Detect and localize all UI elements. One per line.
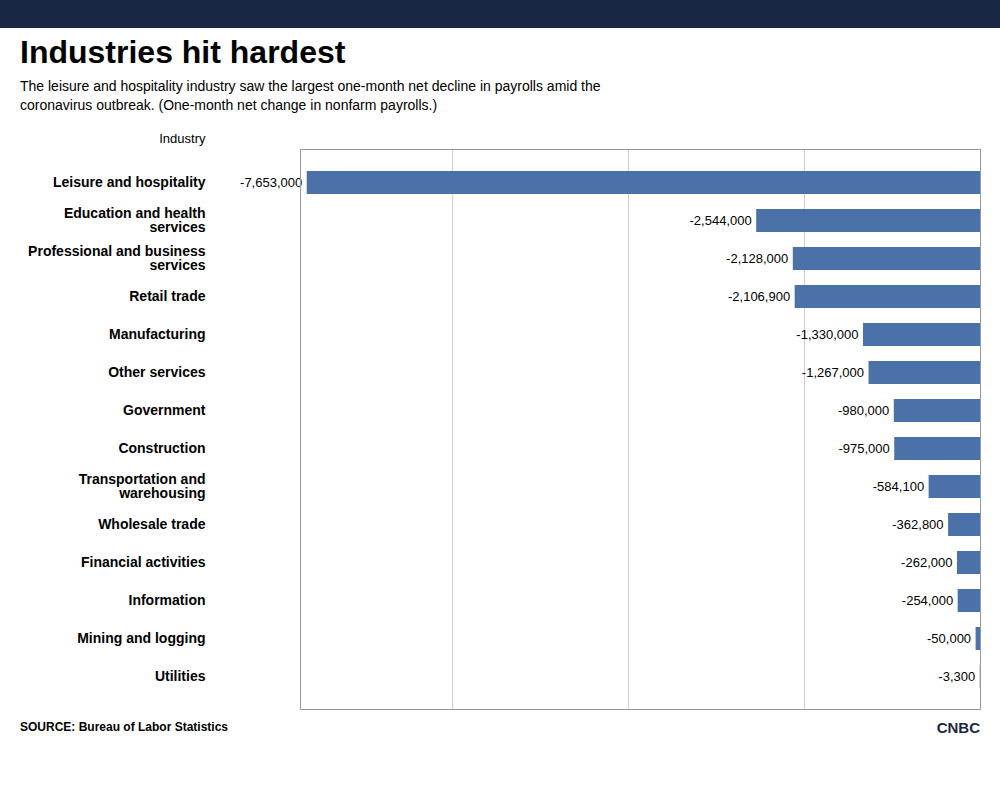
svg-text:Transportation andwarehousing: Transportation andwarehousing [79, 471, 206, 501]
svg-text:-2,128,000: -2,128,000 [726, 251, 788, 266]
svg-text:-975,000: -975,000 [838, 441, 889, 456]
svg-text:-2,544,000: -2,544,000 [690, 213, 752, 228]
svg-text:-7,653,000: -7,653,000 [240, 175, 302, 190]
svg-text:Information: Information [129, 592, 206, 608]
svg-text:Utilities: Utilities [155, 668, 206, 684]
svg-text:Professional and businessservi: Professional and businessservices [28, 243, 206, 273]
svg-text:-362,800: -362,800 [892, 517, 943, 532]
html-text:The leisure and hospitality in: The leisure and hospitality industry saw… [20, 78, 601, 113]
svg-text:Manufacturing: Manufacturing [109, 326, 205, 342]
html-text:SOURCE: Bureau of Labor Statis: SOURCE: Bureau of Labor Statistics [20, 720, 228, 735]
html-text:CNBC: CNBC [936, 718, 980, 736]
svg-text:Mining and logging: Mining and logging [77, 630, 205, 646]
svg-text:Financial activities: Financial activities [81, 554, 206, 570]
svg-text:-1,330,000: -1,330,000 [796, 327, 858, 342]
svg-text:-584,100: -584,100 [873, 479, 924, 494]
svg-text:-2,106,900: -2,106,900 [728, 289, 790, 304]
svg-text:-50,000: -50,000 [927, 631, 971, 646]
svg-text:Leisure and hospitality: Leisure and hospitality [53, 174, 206, 190]
svg-text:-254,000: -254,000 [902, 593, 953, 608]
svg-text:Industry: Industry [159, 131, 206, 146]
html-text:Industries hit hardest: Industries hit hardest [20, 34, 346, 70]
svg-text:Education and healthservices: Education and healthservices [64, 205, 206, 235]
svg-text:-1,267,000: -1,267,000 [802, 365, 864, 380]
svg-text:Retail trade: Retail trade [129, 288, 205, 304]
svg-text:-980,000: -980,000 [838, 403, 889, 418]
svg-text:Other services: Other services [108, 364, 205, 380]
svg-text:Government: Government [123, 402, 206, 418]
svg-text:Construction: Construction [118, 440, 205, 456]
svg-text:-3,300: -3,300 [938, 669, 975, 684]
svg-text:-262,000: -262,000 [901, 555, 952, 570]
svg-text:Wholesale trade: Wholesale trade [98, 516, 206, 532]
